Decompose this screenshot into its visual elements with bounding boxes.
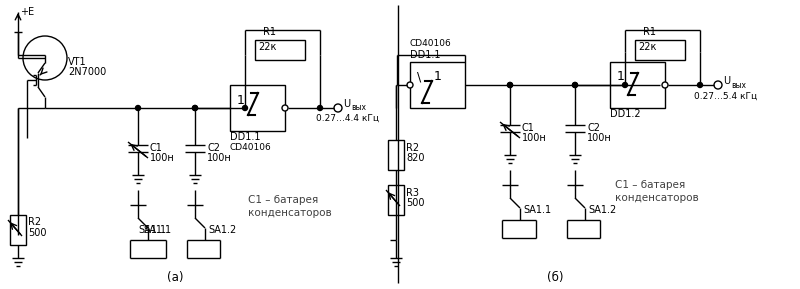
Text: 1: 1 [434,71,442,84]
Text: CD40106: CD40106 [410,40,452,49]
Text: DD1.1: DD1.1 [230,132,261,142]
Text: C1: C1 [150,143,163,153]
Text: конденсаторов: конденсаторов [615,193,698,203]
Text: CD40106: CD40106 [230,142,272,151]
Text: 1: 1 [617,71,625,84]
Text: C1 – батарея: C1 – батарея [248,195,318,205]
Bar [230,85,285,131]
Text: (а): (а) [166,271,183,284]
Text: SA1.1: SA1.1 [138,225,166,235]
Text: DD1.2: DD1.2 [610,109,641,119]
Text: 100н: 100н [522,133,546,143]
Text: VT1: VT1 [68,57,86,67]
Text: R1: R1 [643,27,657,37]
Text: R2: R2 [406,143,419,153]
Bar [635,40,685,60]
Circle shape [318,105,322,110]
Text: 500: 500 [406,198,425,208]
Bar [388,140,404,170]
Text: C2: C2 [587,123,600,133]
Circle shape [507,82,513,88]
Text: 500: 500 [28,228,46,238]
Text: SA1.1: SA1.1 [143,225,171,235]
Text: вых: вых [351,103,366,112]
Text: 100н: 100н [207,153,232,163]
Text: C1: C1 [522,123,535,133]
Circle shape [334,104,342,112]
Text: \: \ [417,71,422,84]
Text: 820: 820 [406,153,425,163]
Circle shape [193,105,198,110]
Circle shape [135,105,141,110]
Circle shape [242,105,247,110]
Circle shape [193,105,198,110]
Text: 0.27…5.4 кГц: 0.27…5.4 кГц [694,92,757,101]
Text: C2: C2 [207,143,220,153]
Circle shape [573,82,578,88]
Text: R2: R2 [28,217,41,227]
Text: R3: R3 [406,188,419,198]
Text: 2N7000: 2N7000 [68,67,106,77]
Text: U: U [723,76,730,86]
Text: 22к: 22к [638,42,656,52]
Circle shape [622,82,627,88]
Circle shape [282,105,288,111]
Circle shape [698,82,702,88]
Text: (б): (б) [546,271,563,284]
Text: SA1.2: SA1.2 [588,205,616,215]
Bar [388,185,404,215]
Circle shape [23,36,67,80]
Bar [10,215,26,245]
Text: 100н: 100н [150,153,174,163]
Text: SA1.2: SA1.2 [208,225,236,235]
Text: 1: 1 [237,94,245,107]
Text: SA1.1: SA1.1 [523,205,551,215]
Text: 100н: 100н [587,133,612,143]
Bar [255,40,305,60]
Circle shape [662,82,668,88]
Text: R1: R1 [263,27,277,37]
Text: +E: +E [20,7,34,17]
Text: C1 – батарея: C1 – батарея [615,180,686,190]
Circle shape [407,82,413,88]
Text: 22к: 22к [258,42,276,52]
Circle shape [507,82,513,88]
Text: U: U [343,99,350,109]
Text: вых: вых [731,81,746,90]
Circle shape [714,81,722,89]
Bar [410,62,465,108]
Text: DD1.1: DD1.1 [410,50,441,60]
Text: конденсаторов: конденсаторов [248,208,332,218]
Text: 0.27…4.4 кГц: 0.27…4.4 кГц [316,114,379,123]
Bar [610,62,665,108]
Circle shape [573,82,578,88]
